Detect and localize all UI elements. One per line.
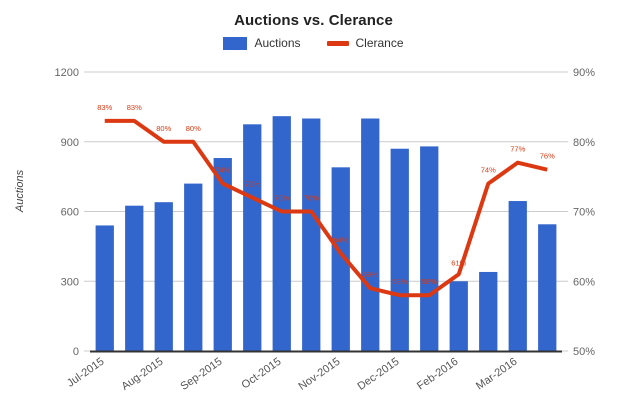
data-point-label: 61% (451, 258, 466, 267)
y-axis-left-tick-label: 900 (61, 137, 79, 149)
y-axis-left-tick-label: 1200 (55, 67, 79, 79)
line-series (104, 118, 548, 298)
y-axis-right-tick-label: 80% (573, 137, 595, 149)
legend-item-label: Auctions (254, 36, 301, 50)
point-labels: 83% 83% 80% 80% 74% 72% 70% 70% 64% 59% 58% 58% 61% 7… (97, 103, 555, 286)
x-axis-tick-label: Dec-2015 (356, 356, 402, 393)
x-axis-tick-label: Aug-2015 (119, 356, 165, 393)
bar[interactable] (213, 158, 232, 351)
data-point-label: 64% (333, 235, 348, 244)
bar[interactable] (272, 116, 291, 351)
data-point-label: 59% (363, 270, 378, 279)
y-axis-right-tick-label: 50% (573, 346, 595, 358)
data-point-label: 83% (97, 103, 112, 112)
legend-item-label: Clerance (355, 36, 404, 50)
data-point-label: 76% (540, 152, 555, 161)
y-axis-left-tick-label: 300 (61, 276, 79, 288)
x-axis-tick-label: Sep-2015 (178, 356, 224, 393)
bar[interactable] (331, 167, 350, 351)
bar[interactable] (479, 271, 498, 351)
chart-legend: Auctions Clerance (0, 36, 627, 50)
y-axis-left-tick-label: 600 (61, 207, 79, 219)
data-point-label: 72% (245, 180, 260, 189)
y-axis-right-tick-label: 70% (573, 207, 595, 219)
x-axis-tick-label: Jul-2015 (65, 356, 106, 390)
data-point-label: 74% (215, 166, 230, 175)
bar[interactable] (420, 146, 439, 351)
x-axis-tick-label: Oct-2015 (240, 356, 284, 392)
x-axis-tick-label: Mar-2016 (474, 356, 519, 393)
line-swatch-icon (326, 40, 349, 46)
data-point-label: 70% (304, 194, 319, 203)
bar[interactable] (184, 183, 203, 351)
bar[interactable] (538, 224, 557, 351)
data-point-label: 80% (186, 124, 201, 133)
bar[interactable] (361, 118, 380, 352)
chart-title: Auctions vs. Clerance (234, 12, 393, 29)
x-axis-tick-label: Nov-2015 (297, 356, 343, 393)
data-point-label: 58% (422, 277, 437, 286)
bar[interactable] (390, 148, 409, 351)
y-axis-left-ticks: 0 300 600 900 1200 (55, 67, 79, 358)
y-axis-right-ticks: 50% 60% 70% 80% 90% (562, 67, 595, 358)
x-axis-ticks: Jul-2015 Aug-2015 Sep-2015 Oct-2015 Nov-2015… (65, 356, 519, 393)
bar[interactable] (125, 205, 144, 351)
y-axis-left-tick-label: 0 (73, 346, 79, 358)
data-point-label: 58% (392, 277, 407, 286)
bar[interactable] (95, 225, 114, 351)
bar[interactable] (508, 201, 527, 351)
x-axis-tick-label: Feb-2016 (415, 356, 460, 393)
y-axis-right-tick-label: 60% (573, 276, 595, 288)
bar-series (95, 116, 557, 352)
bar-swatch-icon (223, 36, 248, 50)
bar[interactable] (302, 118, 321, 352)
data-point-label: 77% (510, 145, 525, 154)
data-point-label: 80% (156, 124, 171, 133)
bar[interactable] (154, 202, 173, 351)
y-axis-right-tick-label: 90% (573, 67, 595, 79)
line-path[interactable] (104, 118, 548, 298)
legend-item-auctions[interactable]: Auctions (223, 36, 301, 50)
data-point-label: 83% (127, 103, 142, 112)
legend-item-clerance[interactable]: Clerance (326, 36, 404, 50)
bar[interactable] (449, 281, 468, 351)
bar[interactable] (243, 124, 262, 351)
data-point-label: 70% (274, 194, 289, 203)
data-point-label: 74% (481, 166, 496, 175)
